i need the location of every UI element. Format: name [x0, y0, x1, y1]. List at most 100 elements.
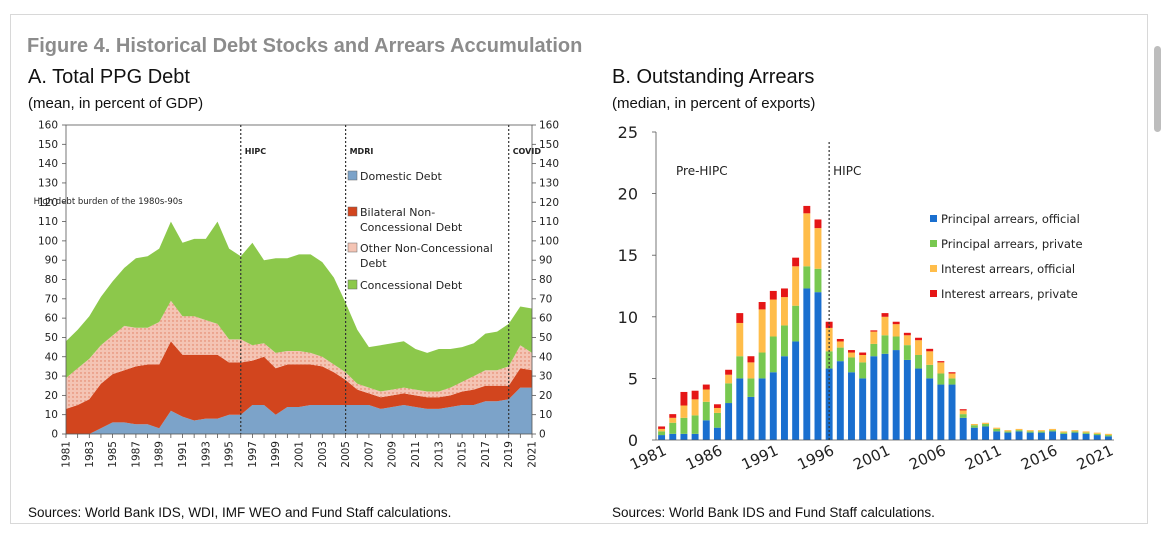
bar-1982-s4: [669, 414, 677, 418]
x-tick-label: 1987: [130, 441, 142, 468]
bar-2004-s3: [915, 340, 922, 355]
bar-1997-s1: [836, 361, 844, 440]
y-tick-label-right: 110: [539, 216, 559, 228]
bar-2002-s4: [892, 321, 900, 325]
bar-1997-s4: [836, 338, 844, 342]
bar-2005-s4: [926, 348, 934, 352]
bar-1999-s4: [859, 352, 867, 355]
bar-1997-s3: [836, 341, 844, 348]
bar-2003-s3: [903, 335, 911, 346]
annotation-text: High debt burden of the 1980s-90s: [34, 197, 184, 207]
bar-2020-s2: [1093, 433, 1101, 436]
scrollbar-thumb[interactable]: [1154, 46, 1161, 132]
bar-1987-s4: [725, 369, 733, 375]
bar-2014-s1: [1026, 432, 1034, 440]
bar-2014-s2: [1026, 431, 1034, 433]
bar-1981-s3: [658, 428, 666, 432]
bar-1986-s2: [713, 412, 721, 428]
b-legend-label-4: Interest arrears, private: [941, 287, 1078, 301]
bar-2021-s1: [1104, 436, 1112, 440]
y-tick-label-right: 40: [539, 351, 552, 363]
bar-1997-s2: [836, 347, 844, 362]
bar-2015-s2: [1037, 431, 1045, 433]
bar-1995-s3: [814, 228, 822, 269]
b-legend-swatch-4: [930, 290, 937, 297]
bar-1983-s4: [680, 391, 688, 406]
bar-1999-s2: [859, 362, 867, 379]
y-tick-label-right: 50: [539, 332, 552, 344]
legend-label-3: Other Non-Concessional: [360, 242, 493, 255]
bar-1998-s2: [848, 357, 855, 373]
x-tick-label: 1983: [84, 441, 96, 468]
bar-2000-s2: [870, 343, 878, 357]
bar-1996-s4: [825, 321, 833, 328]
bar-2010-s2: [982, 423, 989, 427]
x-tick-label: 2017: [480, 441, 492, 468]
bar-1990-s1: [758, 378, 766, 440]
x-tick-label: 2019: [503, 441, 515, 468]
bar-2015-s1: [1037, 432, 1045, 440]
bar-2018-s3: [1071, 430, 1079, 432]
bar-1992-s2: [781, 325, 788, 357]
bar-1981-s2: [658, 431, 666, 436]
bar-2003-s4: [903, 332, 911, 336]
b-x-tick-label: 1991: [739, 441, 781, 473]
bar-1998-s3: [848, 352, 855, 358]
x-tick-label: 2011: [410, 441, 422, 468]
y-tick-label-left: 70: [45, 293, 58, 305]
bar-2003-s2: [903, 345, 911, 360]
bar-2015-s3: [1037, 430, 1045, 432]
vline-label-covid: COVID: [513, 147, 542, 156]
y-tick-label-right: 60: [539, 313, 552, 325]
bar-1991-s3: [769, 299, 777, 337]
y-tick-label-left: 0: [51, 429, 58, 441]
bar-1998-s1: [848, 372, 855, 440]
bar-1986-s4: [713, 404, 721, 408]
bar-1984-s2: [691, 415, 699, 434]
legend-label-1: Domestic Debt: [360, 170, 443, 183]
y-tick-label-left: 110: [38, 216, 58, 228]
bar-1991-s1: [769, 372, 777, 440]
bar-1988-s1: [736, 378, 744, 440]
bar-1995-s1: [814, 292, 822, 440]
bar-1987-s1: [725, 403, 733, 440]
legend-swatch-4: [347, 279, 358, 290]
bar-2002-s3: [892, 324, 900, 337]
bar-1985-s1: [702, 420, 710, 440]
bar-1991-s4: [769, 290, 777, 300]
b-x-tick-label: 2021: [1074, 441, 1116, 473]
b-annotation-prehipc: Pre-HIPC: [676, 164, 728, 178]
bar-2007-s3: [948, 373, 956, 379]
bar-2018-s1: [1071, 432, 1079, 440]
x-tick-label: 2009: [387, 441, 399, 468]
bar-1983-s1: [680, 433, 688, 440]
y-tick-label-right: 100: [539, 235, 559, 247]
bar-1987-s3: [725, 374, 733, 384]
bar-2008-s4: [959, 409, 967, 411]
y-tick-label-right: 30: [539, 371, 552, 383]
y-tick-label-right: 130: [539, 177, 559, 189]
b-legend-label-2: Principal arrears, private: [941, 237, 1083, 251]
bar-2010-s3: [982, 422, 989, 424]
legend-label-4: Concessional Debt: [360, 279, 463, 292]
panel-a-title: A. Total PPG Debt: [28, 66, 190, 88]
bar-1994-s3: [803, 213, 811, 267]
bar-2004-s1: [915, 368, 922, 440]
bar-1990-s3: [758, 309, 766, 353]
b-x-tick-label: 2016: [1018, 441, 1060, 473]
bar-1992-s1: [781, 356, 788, 440]
bar-1992-s4: [781, 288, 788, 298]
bar-2006-s3: [937, 362, 945, 374]
area-series-2: [66, 341, 532, 434]
x-tick-label: 1981: [61, 441, 73, 468]
bar-2019-s3: [1082, 431, 1090, 433]
panel-b-title: B. Outstanding Arrears: [612, 66, 815, 88]
panel-a-subtitle: (mean, in percent of GDP): [28, 95, 204, 112]
bar-1982-s3: [669, 417, 677, 423]
bar-2011-s2: [993, 428, 1001, 432]
legend-swatch-2: [347, 206, 358, 217]
x-tick-label: 2005: [340, 441, 352, 468]
bar-2001-s2: [881, 335, 889, 354]
bar-2010-s1: [982, 426, 989, 440]
bar-2000-s3: [870, 331, 878, 344]
